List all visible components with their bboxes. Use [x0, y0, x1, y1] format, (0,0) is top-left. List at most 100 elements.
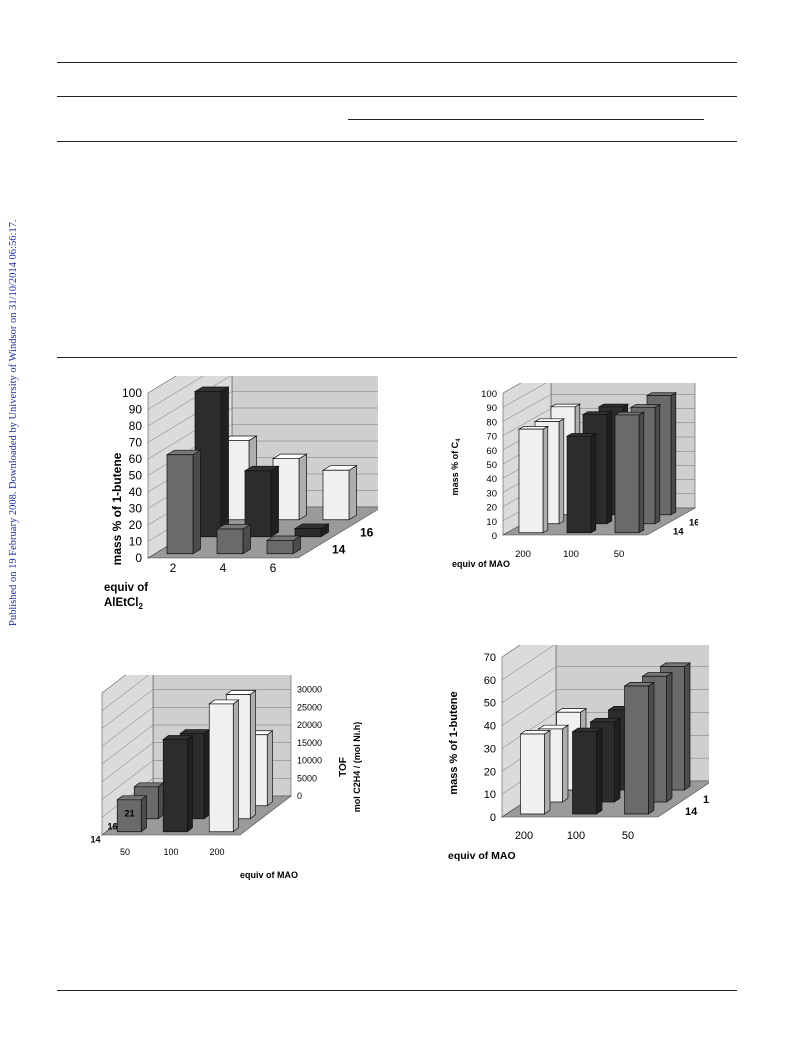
- bar-front: [266, 540, 294, 555]
- header-rule-top: [57, 62, 737, 63]
- bar-16-4: [243, 465, 280, 538]
- gridline: [502, 383, 522, 394]
- x-tick-label: 100: [567, 830, 585, 842]
- bar-front: [194, 391, 222, 538]
- x-axis-label-line2: AlEtCl2: [104, 597, 144, 611]
- y-tick-label: 20: [486, 503, 497, 514]
- y-axis-label: TOF: [338, 757, 349, 777]
- bar-side: [348, 465, 357, 521]
- bar-front: [624, 685, 649, 815]
- bar-side: [203, 728, 210, 820]
- bar-side: [666, 671, 673, 803]
- x-tick-label: 2: [170, 561, 177, 575]
- bar-front: [216, 528, 244, 555]
- header-rule-bottom: [57, 141, 737, 142]
- bar-top: [533, 418, 566, 422]
- y-tick-label: 35000: [297, 675, 322, 677]
- bar-top: [116, 795, 148, 801]
- bar-top: [641, 672, 674, 677]
- bar-side: [670, 392, 677, 516]
- bar-side: [157, 782, 164, 820]
- bar-side: [654, 404, 661, 525]
- bar-top: [225, 690, 257, 695]
- bar-front: [166, 454, 194, 555]
- download-watermark: Published on 19 February 2008. Downloade…: [6, 210, 20, 630]
- chart-tof-vs-mao: 0500010000150002000025000300003500040000…: [90, 675, 362, 880]
- y-tick-label: 0: [490, 812, 496, 824]
- gridline: [101, 675, 150, 711]
- bar-side: [606, 411, 613, 525]
- bar-top: [549, 403, 582, 408]
- bar-side: [186, 734, 193, 833]
- y-tick-label: 40: [129, 485, 143, 499]
- y-tick-label: 50: [129, 469, 143, 483]
- bar-front: [208, 703, 234, 833]
- y-tick-label: 25000: [297, 702, 322, 712]
- bar-side: [298, 453, 307, 521]
- depth-tick-label: 21: [124, 809, 134, 819]
- bar-side: [542, 425, 549, 534]
- bar-14-200: [208, 699, 240, 833]
- y-tick-label: 10000: [297, 756, 322, 766]
- bar-top: [597, 403, 630, 408]
- depth-tick-label: 14: [332, 543, 346, 557]
- y-tick-label: 90: [129, 403, 143, 417]
- bar-top: [623, 681, 656, 687]
- bar-top: [555, 708, 588, 713]
- bar-14-100: [162, 734, 194, 833]
- bar-top: [133, 782, 165, 788]
- depth-tick-label: 16: [107, 822, 117, 832]
- bar-21-4: [271, 453, 308, 521]
- x-tick-label: 200: [209, 847, 224, 857]
- y-tick-label: 5000: [297, 773, 317, 783]
- bar-side: [684, 662, 691, 791]
- gridline: [502, 394, 695, 422]
- bar-16-6: [293, 523, 330, 538]
- y-tick-label: 0: [135, 551, 142, 565]
- x-tick-label: 100: [163, 847, 178, 857]
- y-tick-label: 0: [492, 531, 497, 542]
- y-tick-label: 30: [129, 502, 143, 516]
- bar-top: [517, 426, 550, 430]
- bar-top: [571, 727, 604, 733]
- bar-top: [659, 662, 692, 667]
- bar-top: [565, 433, 598, 437]
- y-tick-label: 0: [297, 791, 302, 801]
- y-tick-label: 60: [129, 452, 143, 466]
- bar-side: [590, 432, 597, 534]
- bar-front: [162, 739, 188, 833]
- bar-side: [562, 724, 569, 803]
- bar-side: [596, 727, 603, 815]
- y-axis-label-2: mol C2H4 / (mol Ni.h): [352, 722, 362, 813]
- x-tick-label: 50: [622, 830, 634, 842]
- y-tick-label: 80: [129, 419, 143, 433]
- bar-side: [648, 681, 655, 815]
- watermark-text[interactable]: Published on 19 February 2008. Downloade…: [8, 219, 19, 626]
- bar-14-100: [565, 432, 598, 534]
- y-tick-label: 40: [484, 721, 496, 733]
- bar-21-6: [321, 465, 358, 521]
- bar-front: [294, 528, 322, 538]
- gridline: [147, 391, 378, 443]
- y-tick-label: 80: [486, 417, 497, 428]
- y-tick-label: 70: [486, 432, 497, 443]
- bar-front: [520, 733, 545, 815]
- bar-side: [558, 418, 565, 525]
- x-tick-label: 50: [120, 847, 130, 857]
- bar-14-200: [519, 729, 552, 815]
- bar-top: [589, 717, 622, 723]
- y-axis-label: mass % of C4: [450, 438, 462, 496]
- x-axis-label: equiv of MAO: [452, 559, 510, 569]
- bar-14-50: [613, 411, 646, 534]
- x-tick-label: 4: [220, 561, 227, 575]
- y-tick-label: 40: [486, 474, 497, 485]
- bar-front: [518, 428, 544, 534]
- bar-14-200: [517, 425, 550, 534]
- bar-front: [244, 470, 272, 538]
- gridline: [147, 407, 378, 460]
- x-axis-label: equiv of MAO: [448, 850, 516, 862]
- depth-tick-label: 16: [703, 794, 709, 806]
- y-tick-label: 50: [484, 698, 496, 710]
- bar-side: [232, 699, 239, 833]
- gridline: [101, 675, 126, 694]
